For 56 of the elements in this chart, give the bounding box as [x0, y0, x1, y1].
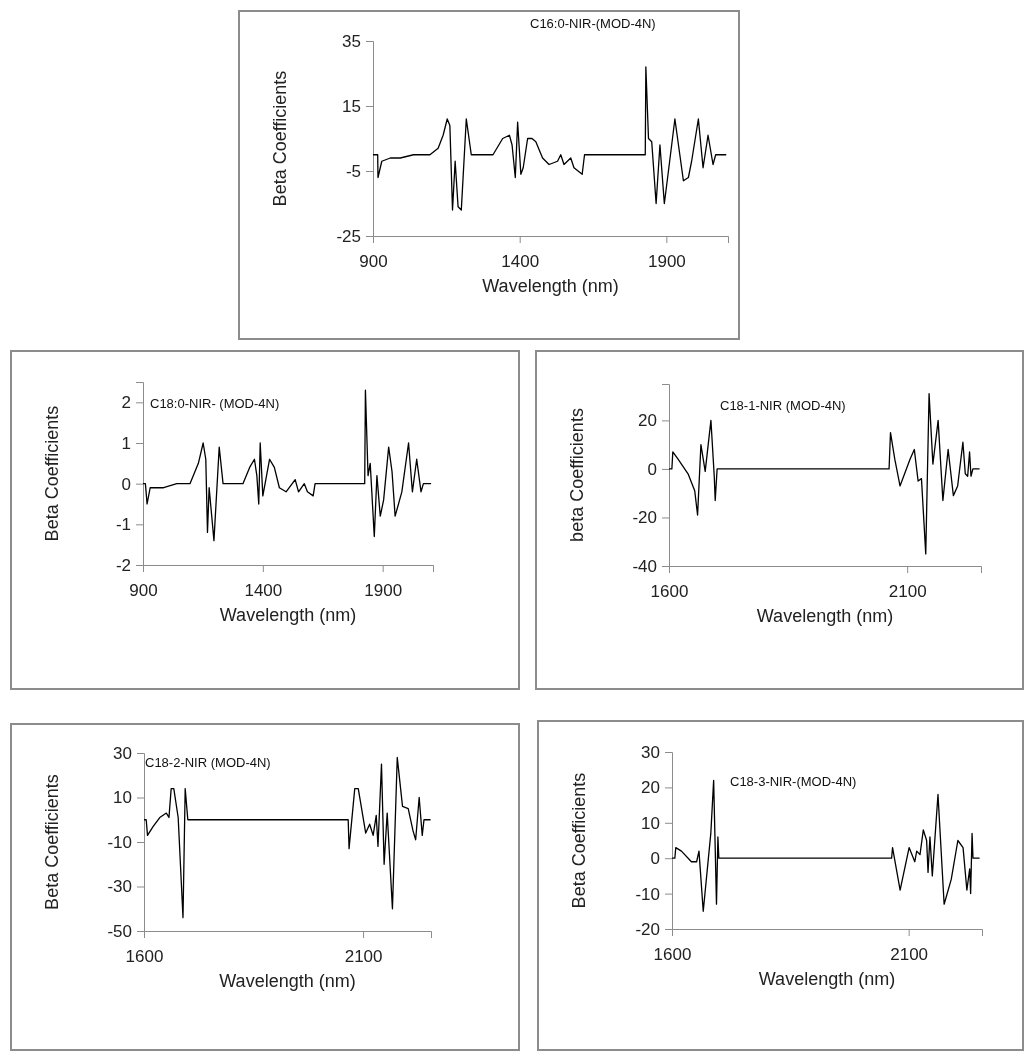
x-axis-title: Wavelength (nm) — [219, 971, 356, 991]
x-tick-label: 1900 — [647, 252, 686, 272]
chart-title: C16:0-NIR-(MOD-4N) — [530, 16, 656, 31]
y-tick-label: 30 — [641, 742, 660, 762]
y-axis-title: Beta Coefficients — [42, 405, 62, 542]
line-series — [143, 756, 432, 919]
x-tick-label: 900 — [129, 581, 158, 601]
x-tick-label: 2100 — [890, 945, 929, 965]
y-tick-label: 0 — [647, 459, 657, 479]
y-tick-label: -10 — [107, 832, 132, 852]
y-tick-label: -25 — [336, 226, 361, 246]
y-tick-label: 0 — [121, 474, 131, 494]
x-tick-label: 1600 — [650, 582, 689, 602]
text: C18-1-NIR (MOD-4N) — [720, 398, 846, 413]
y-tick-label: 20 — [641, 778, 660, 798]
y-tick-label: 2 — [121, 393, 131, 413]
x-tick-label: 1600 — [125, 947, 164, 967]
y-tick-label: 20 — [638, 411, 657, 431]
y-tick-label: -5 — [345, 161, 361, 181]
y-tick-label: 15 — [342, 96, 361, 116]
y-tick-label: -20 — [635, 919, 660, 939]
y-axis-title: beta Coefficients — [567, 408, 587, 542]
y-tick-label: 10 — [641, 813, 660, 833]
y-tick-label: -1 — [115, 515, 131, 535]
text: C18-3-NIR-(MOD-4N) — [730, 774, 857, 789]
y-tick-label: 10 — [113, 788, 132, 808]
x-tick-label: 2100 — [888, 582, 927, 602]
y-tick-label: 1 — [121, 433, 131, 453]
x-tick-label: 1400 — [244, 581, 283, 601]
chart-title: C18-2-NIR (MOD-4N) — [145, 755, 271, 770]
y-tick-label: -40 — [632, 556, 657, 576]
y-tick-label: -2 — [115, 555, 131, 575]
x-tick-label: 1400 — [501, 252, 540, 272]
line-series — [668, 393, 981, 555]
y-tick-label: -50 — [107, 921, 132, 941]
x-tick-label: 1600 — [653, 945, 692, 965]
x-tick-label: 900 — [359, 252, 388, 272]
y-tick-label: 30 — [113, 743, 132, 763]
y-axis-title: Beta Coefficients — [42, 774, 62, 910]
line-series — [142, 389, 432, 542]
x-tick-label: 2100 — [344, 947, 383, 967]
line-series — [671, 779, 981, 912]
y-axis-title: Beta Coefficients — [270, 70, 290, 207]
x-axis-title: Wavelength (nm) — [758, 969, 896, 989]
x-axis-title: Wavelength (nm) — [482, 276, 619, 296]
text: C18:0-NIR- (MOD-4N) — [150, 396, 280, 411]
y-axis-title: Beta Coefficients — [569, 772, 589, 909]
line-series — [372, 66, 727, 211]
y-tick-label: -30 — [107, 877, 132, 897]
y-tick-label: 0 — [650, 849, 660, 869]
x-axis-title: Wavelength (nm) — [756, 606, 894, 626]
y-tick-label: 35 — [342, 31, 361, 51]
x-axis-title: Wavelength (nm) — [219, 605, 357, 625]
x-tick-label: 1900 — [364, 581, 403, 601]
y-tick-label: -20 — [632, 508, 657, 528]
y-tick-label: -10 — [635, 884, 660, 904]
